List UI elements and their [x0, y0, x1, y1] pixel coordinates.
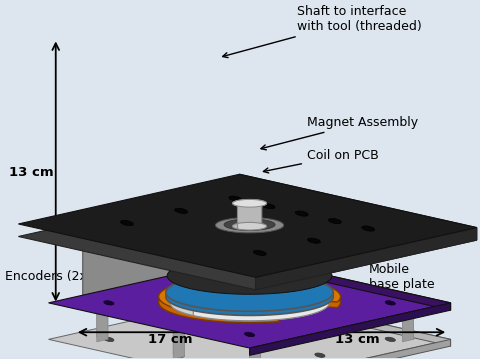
Polygon shape: [167, 257, 332, 294]
Ellipse shape: [104, 301, 114, 305]
Ellipse shape: [289, 299, 302, 304]
Ellipse shape: [385, 301, 396, 305]
Polygon shape: [250, 276, 261, 308]
Ellipse shape: [104, 337, 114, 341]
Ellipse shape: [175, 208, 188, 214]
Polygon shape: [170, 256, 306, 316]
Ellipse shape: [315, 353, 325, 357]
Polygon shape: [250, 258, 451, 310]
Ellipse shape: [328, 219, 341, 224]
Polygon shape: [48, 258, 451, 348]
Polygon shape: [193, 261, 329, 321]
Polygon shape: [170, 285, 329, 321]
Polygon shape: [173, 327, 184, 359]
Ellipse shape: [253, 250, 266, 256]
Polygon shape: [166, 274, 334, 311]
Polygon shape: [173, 325, 184, 356]
Ellipse shape: [244, 332, 255, 337]
Ellipse shape: [263, 293, 281, 300]
Ellipse shape: [174, 321, 184, 326]
Polygon shape: [170, 256, 329, 292]
Polygon shape: [250, 303, 451, 355]
Polygon shape: [166, 278, 334, 316]
Polygon shape: [159, 276, 340, 317]
Ellipse shape: [262, 204, 275, 209]
Polygon shape: [232, 200, 266, 207]
Text: 13 cm: 13 cm: [335, 333, 380, 346]
Ellipse shape: [361, 226, 374, 231]
Text: Mobile
base plate: Mobile base plate: [365, 241, 435, 291]
Ellipse shape: [229, 196, 242, 201]
Ellipse shape: [120, 220, 133, 225]
Polygon shape: [326, 290, 337, 322]
Polygon shape: [204, 197, 224, 275]
Polygon shape: [240, 174, 477, 240]
Polygon shape: [159, 282, 340, 323]
Ellipse shape: [287, 298, 305, 306]
Ellipse shape: [295, 211, 308, 216]
Polygon shape: [232, 200, 262, 229]
Text: 13 cm: 13 cm: [10, 166, 54, 179]
Polygon shape: [402, 310, 413, 342]
Ellipse shape: [265, 294, 278, 299]
Ellipse shape: [174, 353, 184, 357]
Polygon shape: [326, 293, 337, 325]
Polygon shape: [250, 339, 451, 359]
Polygon shape: [250, 345, 261, 359]
Polygon shape: [238, 201, 266, 230]
Polygon shape: [216, 218, 284, 233]
Polygon shape: [224, 285, 310, 305]
Polygon shape: [243, 285, 310, 313]
Polygon shape: [204, 184, 224, 275]
Polygon shape: [97, 310, 108, 342]
Polygon shape: [83, 189, 224, 306]
Polygon shape: [250, 273, 261, 305]
Text: Encoders (2x): Encoders (2x): [5, 259, 109, 283]
Ellipse shape: [308, 238, 321, 243]
Polygon shape: [224, 219, 275, 230]
Polygon shape: [97, 308, 108, 339]
Polygon shape: [250, 294, 451, 346]
Text: Magnet Assembly: Magnet Assembly: [261, 116, 418, 150]
Ellipse shape: [244, 306, 255, 310]
Polygon shape: [48, 294, 451, 359]
Polygon shape: [18, 174, 477, 277]
Text: Coil on PCB: Coil on PCB: [264, 149, 379, 173]
Polygon shape: [402, 308, 413, 339]
Ellipse shape: [385, 337, 396, 341]
Ellipse shape: [244, 269, 255, 274]
Polygon shape: [250, 342, 261, 359]
Text: Shaft to interface
with tool (threaded): Shaft to interface with tool (threaded): [223, 5, 422, 58]
Ellipse shape: [315, 321, 325, 326]
Polygon shape: [18, 187, 477, 290]
Polygon shape: [256, 228, 477, 290]
Text: 17 cm: 17 cm: [148, 333, 193, 346]
